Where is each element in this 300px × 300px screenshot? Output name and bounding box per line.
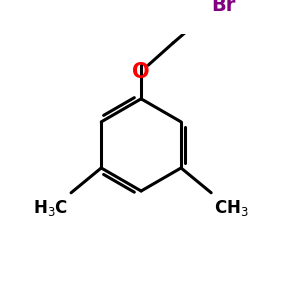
Text: CH$_3$: CH$_3$ bbox=[214, 198, 249, 218]
Text: Br: Br bbox=[211, 0, 236, 15]
Text: H$_3$C: H$_3$C bbox=[33, 198, 68, 218]
Text: O: O bbox=[132, 62, 150, 82]
